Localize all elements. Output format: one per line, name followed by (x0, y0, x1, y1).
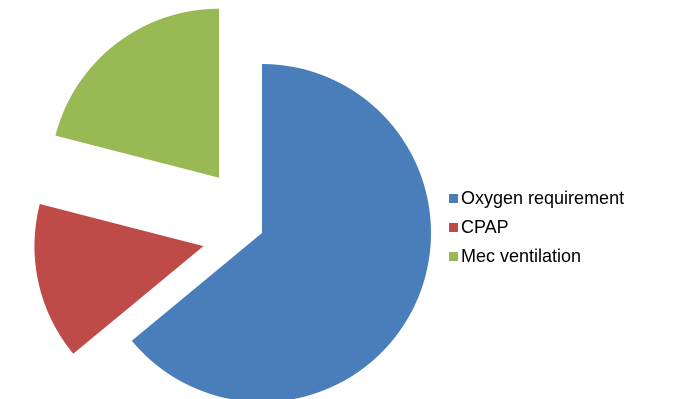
legend-item-mec-ventilation: Mec ventilation (449, 244, 624, 268)
legend-label-oxygen-requirement: Oxygen requirement (461, 188, 625, 208)
legend-swatch-mec-ventilation (449, 251, 458, 261)
legend-item-oxygen-requirement: Oxygen requirement (449, 186, 624, 210)
legend-label-cpap: CPAP (461, 217, 509, 237)
legend-swatch-cpap (449, 222, 458, 232)
chart-legend: Oxygen requirement CPAP Mec ventilation (449, 186, 624, 268)
legend-item-cpap: CPAP (449, 215, 624, 239)
legend-swatch-oxygen-requirement (449, 193, 458, 203)
pie-slice-mec-ventilation (55, 8, 220, 178)
legend-label-mec-ventilation: Mec ventilation (461, 246, 582, 266)
pie-slice-cpap (34, 204, 204, 354)
pie-slice-oxygen-requirement (131, 64, 431, 399)
